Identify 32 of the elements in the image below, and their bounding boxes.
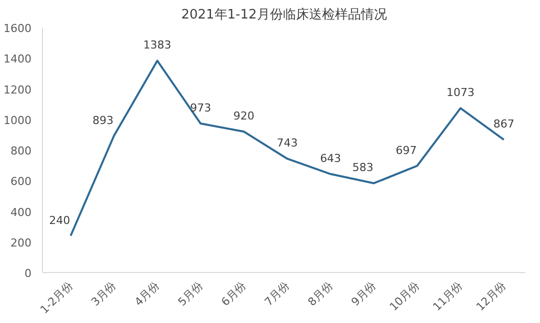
y-tick-label: 800 (10, 144, 32, 158)
x-tick-label: 11月份 (430, 278, 466, 314)
x-tick-label: 1-2月份 (38, 278, 76, 316)
y-tick-label: 400 (10, 206, 32, 219)
x-tick-label: 10月份 (387, 278, 422, 314)
x-tick-label: 4月份 (132, 278, 162, 309)
x-tick-label: 6月份 (218, 278, 249, 309)
y-tick-label: 1400 (4, 52, 32, 66)
y-tick-label: 1000 (4, 114, 32, 127)
data-label: 1383 (143, 38, 172, 52)
y-tick-label: 0 (24, 267, 32, 280)
data-label: 583 (352, 161, 374, 174)
x-tick-label: 8月份 (305, 278, 336, 309)
x-tick-label: 12月份 (474, 278, 508, 314)
data-label: 240 (49, 214, 70, 227)
data-label: 643 (320, 152, 342, 166)
data-label: 743 (276, 136, 298, 150)
x-tick-label: 5月份 (176, 278, 206, 309)
y-tick-label: 1600 (4, 22, 32, 35)
y-tick-label: 600 (10, 175, 32, 188)
y-tick-label: 1200 (4, 83, 32, 96)
data-label: 920 (233, 110, 254, 123)
data-label: 973 (190, 102, 212, 115)
data-label: 893 (92, 114, 114, 127)
x-tick-label: 9月份 (348, 278, 378, 309)
x-tick-label: 3月份 (88, 278, 119, 309)
data-label: 867 (493, 118, 514, 131)
y-tick-label: 200 (10, 236, 32, 250)
chart-title: 2021年1-12月份临床送检样品情况 (181, 8, 387, 22)
data-label: 697 (396, 144, 417, 157)
data-label: 1073 (446, 86, 475, 100)
x-tick-label: 7月份 (262, 278, 292, 309)
